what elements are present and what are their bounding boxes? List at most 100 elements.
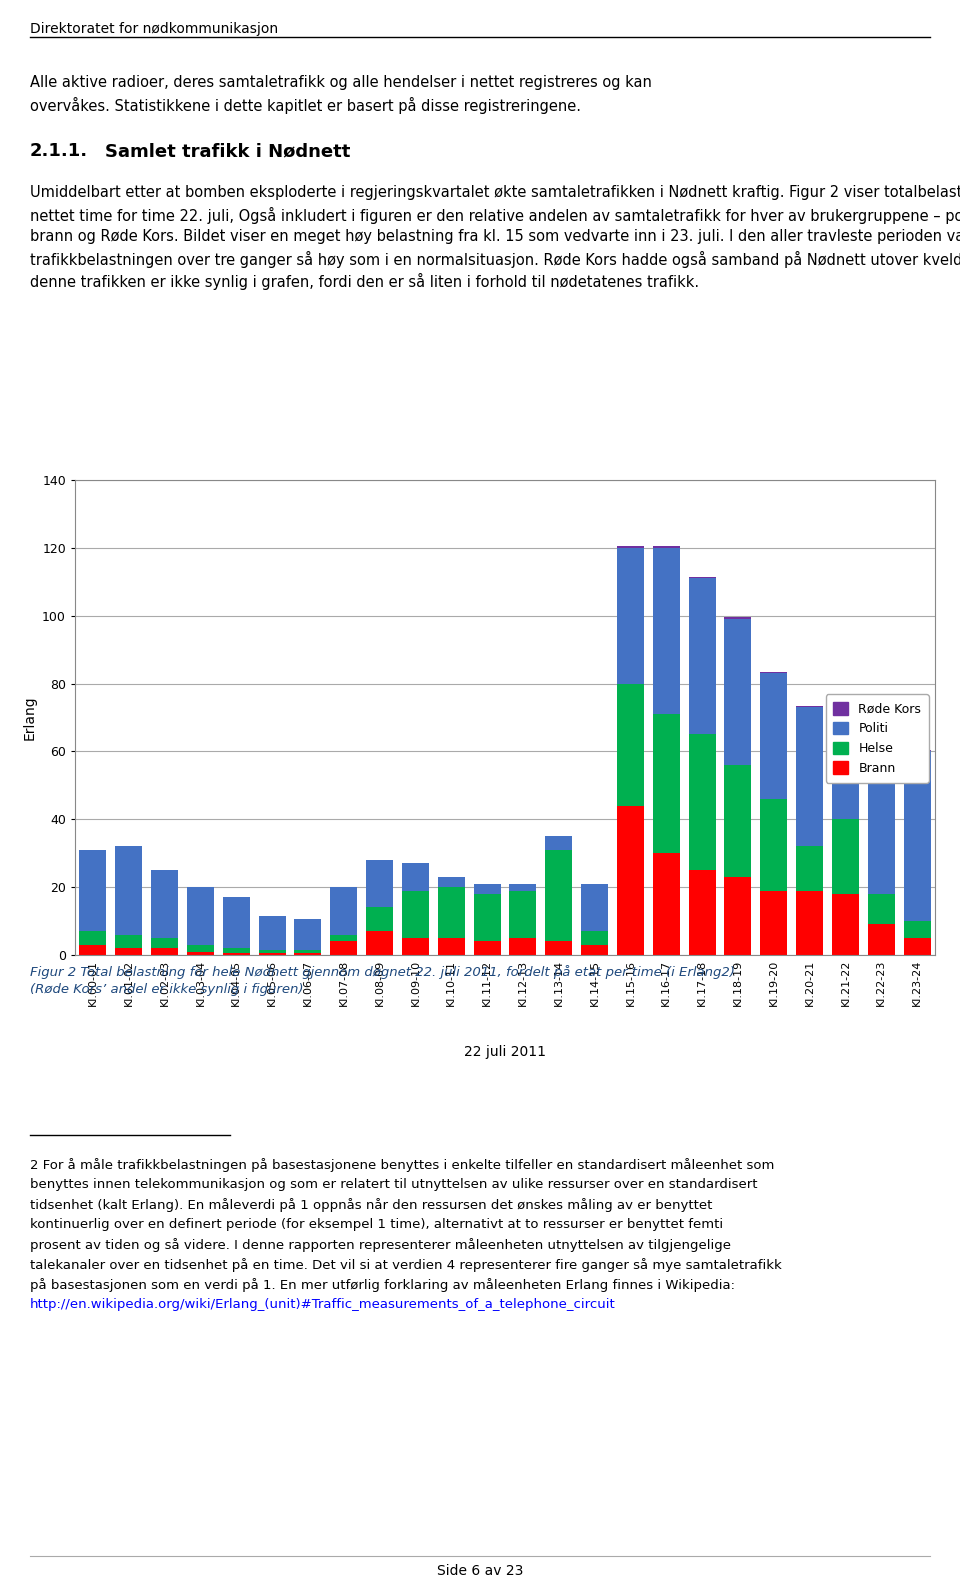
Text: denne trafikken er ikke synlig i grafen, fordi den er så liten i forhold til nød: denne trafikken er ikke synlig i grafen,… [30,273,699,290]
Bar [258,953,285,954]
Bar [402,891,429,938]
Bar [295,950,322,953]
Bar [903,938,930,954]
Bar [151,870,178,938]
Bar [402,863,429,891]
Bar [617,806,644,954]
Text: 2 For å måle trafikkbelastningen på basestasjonene benyttes i enkelte tilfeller : 2 For å måle trafikkbelastningen på base… [30,1159,775,1171]
Bar [725,619,752,764]
Bar [868,750,895,752]
Bar [330,887,357,935]
Text: Figur 2 Total belastning for hele Nødnett gjennom døgnet 22. juli 2011, fordelt : Figur 2 Total belastning for hele Nødnet… [30,966,734,978]
Bar [510,884,537,891]
Bar [330,942,357,954]
Bar [366,860,393,908]
Text: talekanaler over en tidsenhet på en time. Det vil si at verdien 4 representerer : talekanaler over en tidsenhet på en time… [30,1258,781,1272]
Bar [115,948,142,954]
Text: brann og Røde Kors. Bildet viser en meget høy belastning fra kl. 15 som vedvarte: brann og Røde Kors. Bildet viser en mege… [30,228,960,244]
Text: Umiddelbart etter at bomben eksploderte i regjeringskvartalet økte samtaletrafik: Umiddelbart etter at bomben eksploderte … [30,185,960,200]
Text: benyttes innen telekommunikasjon og som er relatert til utnyttelsen av ulike res: benyttes innen telekommunikasjon og som … [30,1178,757,1191]
Bar [903,921,930,938]
Bar [725,876,752,954]
Bar [903,752,930,921]
Bar [725,618,752,619]
Text: http://en.wikipedia.org/wiki/Erlang_(unit)#Traffic_measurements_of_a_telephone_c: http://en.wikipedia.org/wiki/Erlang_(uni… [30,1298,615,1310]
Bar [80,849,107,930]
Bar [581,930,608,945]
Bar [581,945,608,954]
Bar [653,546,680,547]
Legend: Røde Kors, Politi, Helse, Brann: Røde Kors, Politi, Helse, Brann [826,694,928,782]
Bar [688,578,715,734]
Bar [545,849,572,942]
Bar [688,870,715,954]
X-axis label: 22 juli 2011: 22 juli 2011 [464,1045,546,1060]
Bar [510,938,537,954]
Bar [617,547,644,683]
Bar [151,938,178,948]
Bar [760,891,787,954]
Text: Samlet trafikk i Nødnett: Samlet trafikk i Nødnett [105,142,350,160]
Bar [688,576,715,578]
Bar [115,935,142,948]
Bar [903,750,930,752]
Bar [115,846,142,935]
Text: tidsenhet (kalt Erlang). En måleverdi på 1 oppnås når den ressursen det ønskes m: tidsenhet (kalt Erlang). En måleverdi på… [30,1199,712,1211]
Bar [725,764,752,876]
Bar [760,674,787,800]
Bar [366,930,393,954]
Bar [760,672,787,674]
Bar [760,800,787,891]
Text: trafikkbelastningen over tre ganger så høy som i en normalsituasjon. Røde Kors h: trafikkbelastningen over tre ganger så h… [30,251,960,268]
Text: (Røde Kors’ andel er ikke synlig i figuren): (Røde Kors’ andel er ikke synlig i figur… [30,983,303,996]
Bar [330,935,357,942]
Bar [295,953,322,954]
Text: Direktoratet for nødkommunikasjon: Direktoratet for nødkommunikasjon [30,22,278,37]
Bar [258,916,285,950]
Bar [473,894,500,942]
Text: på basestasjonen som en verdi på 1. En mer utførlig forklaring av måleenheten Er: på basestasjonen som en verdi på 1. En m… [30,1278,735,1293]
Bar [617,683,644,806]
Text: nettet time for time 22. juli, Også inkludert i figuren er den relative andelen : nettet time for time 22. juli, Også inkl… [30,207,960,223]
Bar [187,951,214,954]
Bar [653,547,680,713]
Bar [653,713,680,854]
Bar [545,836,572,849]
Bar [366,908,393,930]
Y-axis label: Erlang: Erlang [22,696,36,741]
Bar [796,846,823,891]
Bar [438,887,465,938]
Bar [868,752,895,894]
Bar [223,948,250,953]
Bar [832,819,859,894]
Bar [545,942,572,954]
Bar [295,919,322,950]
Bar [653,854,680,954]
Bar [688,734,715,870]
Bar [617,546,644,547]
Bar [438,876,465,887]
Bar [832,715,859,718]
Text: Alle aktive radioer, deres samtaletrafikk og alle hendelser i nettet registreres: Alle aktive radioer, deres samtaletrafik… [30,75,652,89]
Text: kontinuerlig over en definert periode (for eksempel 1 time), alternativt at to r: kontinuerlig over en definert periode (f… [30,1218,723,1231]
Bar [473,942,500,954]
Bar [796,891,823,954]
Bar [868,924,895,954]
Bar [223,897,250,948]
Text: 2.1.1.: 2.1.1. [30,142,88,160]
Bar [832,894,859,954]
Bar [796,705,823,707]
Bar [402,938,429,954]
Bar [258,950,285,953]
Bar [151,948,178,954]
Bar [832,718,859,819]
Bar [187,945,214,951]
Bar [438,938,465,954]
Text: overvåkes. Statistikkene i dette kapitlet er basert på disse registreringene.: overvåkes. Statistikkene i dette kapitle… [30,97,581,113]
Bar [80,930,107,945]
Bar [223,953,250,954]
Bar [80,945,107,954]
Text: prosent av tiden og så videre. I denne rapporten representerer måleenheten utnyt: prosent av tiden og så videre. I denne r… [30,1238,731,1251]
Bar [473,884,500,894]
Bar [581,884,608,930]
